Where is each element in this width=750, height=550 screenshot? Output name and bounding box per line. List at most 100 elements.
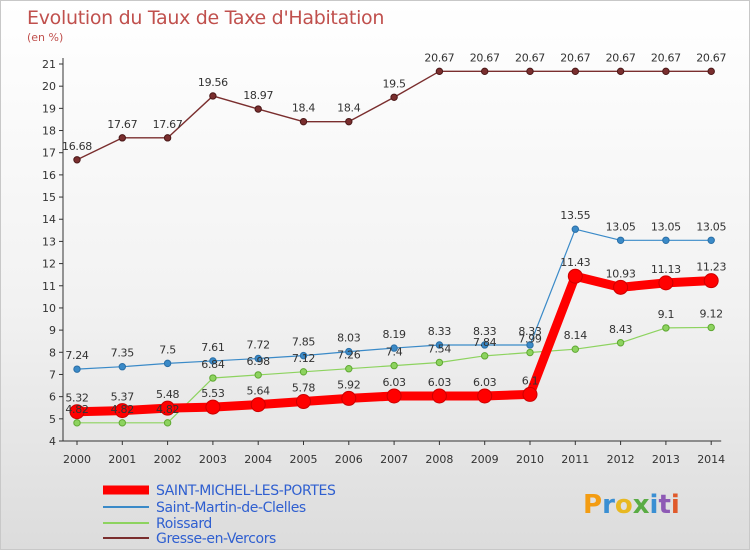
data-point	[707, 236, 715, 245]
data-point	[345, 365, 353, 373]
y-tick-label: 8	[49, 346, 56, 359]
data-point	[341, 390, 357, 406]
data-point	[481, 67, 489, 76]
x-tick-label: 2004	[244, 453, 272, 466]
data-label: 9.12	[700, 307, 723, 320]
data-point	[118, 363, 127, 371]
y-tick-label: 13	[42, 235, 56, 248]
data-point	[163, 359, 172, 368]
data-label: 16.68	[62, 140, 92, 153]
data-label: 8.33	[428, 325, 452, 338]
y-tick-label: 9	[49, 324, 56, 337]
x-tick-label: 2013	[652, 453, 680, 466]
data-point	[658, 275, 674, 291]
data-point	[662, 67, 670, 76]
data-label: 5.92	[337, 378, 360, 391]
y-tick-label: 7	[49, 368, 56, 381]
data-label: 8.03	[337, 332, 361, 345]
data-point	[435, 358, 444, 367]
data-label: 7.84	[473, 336, 497, 349]
data-label: 17.67	[107, 118, 137, 131]
x-tick-label: 2003	[199, 453, 227, 466]
y-tick-label: 15	[42, 191, 56, 204]
data-label: 6.03	[382, 376, 406, 389]
legend-label: Saint-Martin-de-Clelles	[156, 500, 306, 516]
data-label: 6.98	[247, 355, 271, 368]
data-point	[254, 105, 262, 113]
data-point	[345, 347, 353, 356]
data-label: 5.53	[201, 387, 225, 400]
data-label: 8.33	[473, 325, 497, 338]
data-point	[250, 397, 266, 413]
data-label: 9.1	[658, 308, 675, 321]
data-label: 13.05	[651, 220, 681, 233]
data-label: 5.64	[247, 385, 271, 398]
data-point	[703, 273, 719, 289]
data-point	[481, 352, 489, 360]
data-point	[522, 386, 538, 402]
legend-label: SAINT-MICHEL-LES-PORTES	[156, 483, 336, 499]
data-point	[73, 365, 81, 373]
data-point	[118, 419, 127, 427]
data-point	[707, 323, 715, 332]
data-label: 13.05	[696, 220, 726, 233]
y-tick-label: 6	[49, 391, 56, 404]
data-label: 20.67	[606, 51, 636, 64]
data-point	[299, 351, 308, 360]
y-tick-label: 4	[49, 435, 56, 448]
y-tick-label: 17	[42, 147, 56, 160]
data-label: 6.03	[428, 376, 452, 389]
data-point	[209, 92, 217, 100]
data-label: 4.82	[111, 403, 134, 416]
data-point	[435, 67, 444, 76]
x-tick-label: 2002	[154, 453, 182, 466]
data-label: 7.26	[337, 349, 361, 362]
data-point	[567, 268, 583, 284]
data-label: 20.67	[515, 51, 545, 64]
data-point	[707, 67, 715, 76]
x-tick-label: 2007	[380, 453, 408, 466]
data-label: 6.84	[201, 358, 225, 371]
data-point	[435, 341, 444, 349]
chart-title: Evolution du Taux de Taxe d'Habitation	[27, 7, 385, 29]
data-label: 7.99	[518, 333, 542, 346]
y-tick-label: 12	[42, 258, 56, 271]
data-label: 11.43	[560, 256, 590, 269]
data-label: 7.72	[247, 339, 270, 352]
data-point	[163, 419, 172, 427]
data-point	[209, 374, 217, 382]
data-label: 18.97	[243, 89, 273, 102]
data-label: 8.33	[518, 325, 542, 338]
series-group: 16.68 17.67 17.67 19.56 18.97 18.4 18.4 19.5 20.…	[62, 51, 727, 427]
data-label: 11.13	[651, 263, 681, 276]
data-label: 5.37	[111, 391, 135, 404]
data-label: 7.85	[292, 336, 316, 349]
data-label: 13.55	[560, 209, 590, 222]
data-point	[254, 354, 262, 363]
y-tick-label: 18	[42, 125, 56, 138]
y-tick-label: 20	[42, 80, 56, 93]
chart-subtitle: (en %)	[27, 31, 64, 44]
data-point	[205, 399, 221, 415]
data-label: 10.93	[606, 267, 636, 280]
data-point	[345, 117, 353, 126]
y-tick-label: 16	[42, 169, 56, 182]
data-label: 7.5	[159, 343, 176, 356]
data-label: 4.82	[156, 403, 179, 416]
data-label: 4.82	[65, 403, 88, 416]
data-point	[114, 403, 130, 419]
x-tick-label: 2010	[516, 453, 544, 466]
data-point	[526, 341, 534, 349]
data-label: 6.03	[473, 376, 497, 389]
data-point	[209, 357, 217, 365]
data-point	[299, 368, 308, 376]
data-label: 20.67	[696, 51, 726, 64]
data-point	[299, 117, 308, 126]
data-point	[296, 394, 311, 410]
data-point	[616, 339, 625, 347]
data-point	[163, 134, 172, 142]
y-tick-label: 21	[42, 58, 56, 71]
data-point	[616, 236, 625, 245]
